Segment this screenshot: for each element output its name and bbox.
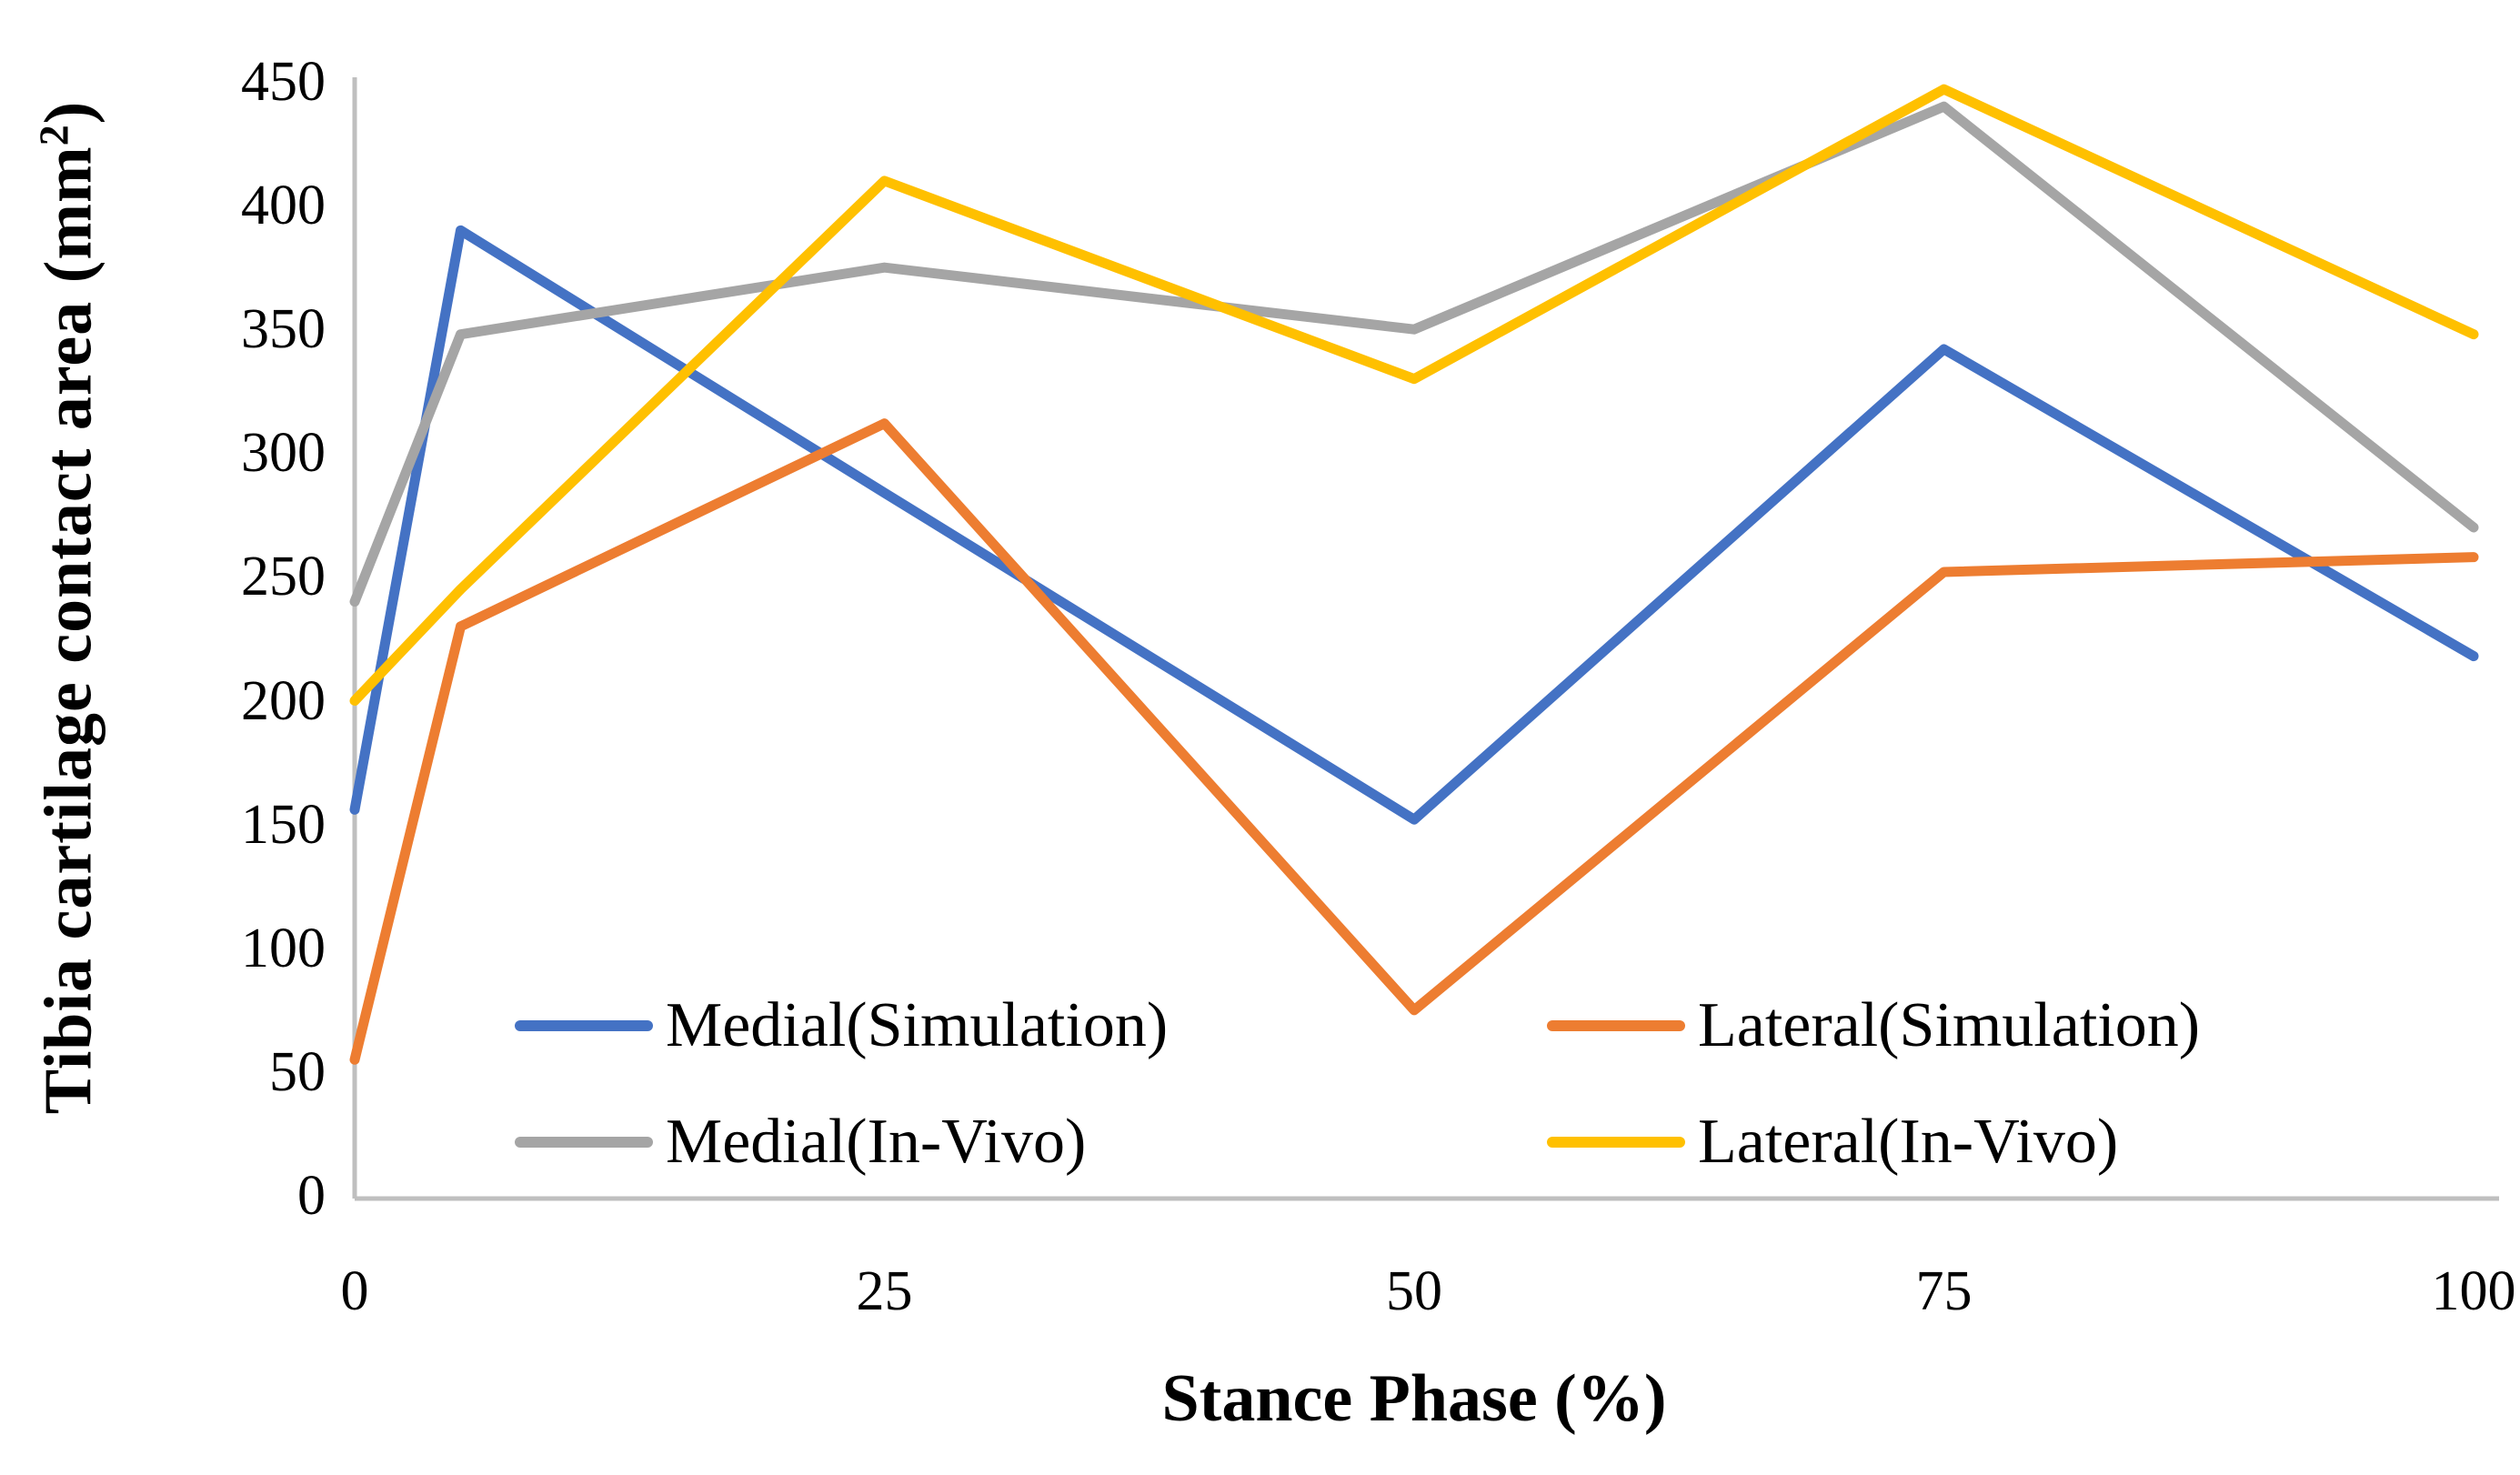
y-tick-label-350: 350 [241, 298, 326, 361]
legend-swatch-lateral-in-vivo [1547, 1137, 1685, 1148]
y-tick-label-200: 200 [241, 669, 326, 732]
x-axis-title: Stance Phase (%) [1161, 1361, 1667, 1436]
legend-swatch-medial-in-vivo [515, 1137, 653, 1148]
legend-swatch-lateral-simulation [1547, 1020, 1685, 1031]
y-tick-label-450: 450 [241, 51, 326, 113]
legend-item-lateral-in-vivo: Lateral(In-Vivo) [1547, 1104, 2118, 1180]
y-tick-label-50: 50 [269, 1040, 326, 1103]
legend-label-medial-in-vivo: Medial(In-Vivo) [666, 1107, 1087, 1177]
series-line-lateral-in-vivo [349, 84, 2479, 707]
x-tick-label-0: 0 [340, 1260, 369, 1322]
y-tick-label-250: 250 [241, 546, 326, 608]
y-tick-label-400: 400 [241, 175, 326, 237]
y-tick-label-300: 300 [241, 422, 326, 485]
legend-item-lateral-simulation: Lateral(Simulation) [1547, 988, 2200, 1064]
legend-swatch-medial-simulation [515, 1020, 653, 1031]
y-tick-label-100: 100 [241, 917, 326, 979]
legend-label-lateral-in-vivo: Lateral(In-Vivo) [1698, 1107, 2119, 1177]
series-line-lateral-simulation [349, 418, 2479, 1065]
legend-label-medial-simulation: Medial(Simulation) [666, 990, 1169, 1060]
x-tick-label-100: 100 [2431, 1260, 2516, 1322]
legend-item-medial-in-vivo: Medial(In-Vivo) [515, 1104, 1086, 1180]
x-tick-label-25: 25 [856, 1260, 913, 1322]
legend-item-medial-simulation: Medial(Simulation) [515, 988, 1168, 1064]
series-line-medial-in-vivo [349, 101, 2479, 607]
y-tick-label-150: 150 [241, 793, 326, 856]
x-tick-label-75: 75 [1915, 1260, 1973, 1322]
y-axis-title-superscript: 2 [30, 124, 77, 146]
series-line-medial-simulation [349, 225, 2479, 825]
legend-label-lateral-simulation: Lateral(Simulation) [1698, 990, 2201, 1060]
y-tick-label-0: 0 [297, 1165, 326, 1227]
x-tick-label-50: 50 [1386, 1260, 1442, 1322]
